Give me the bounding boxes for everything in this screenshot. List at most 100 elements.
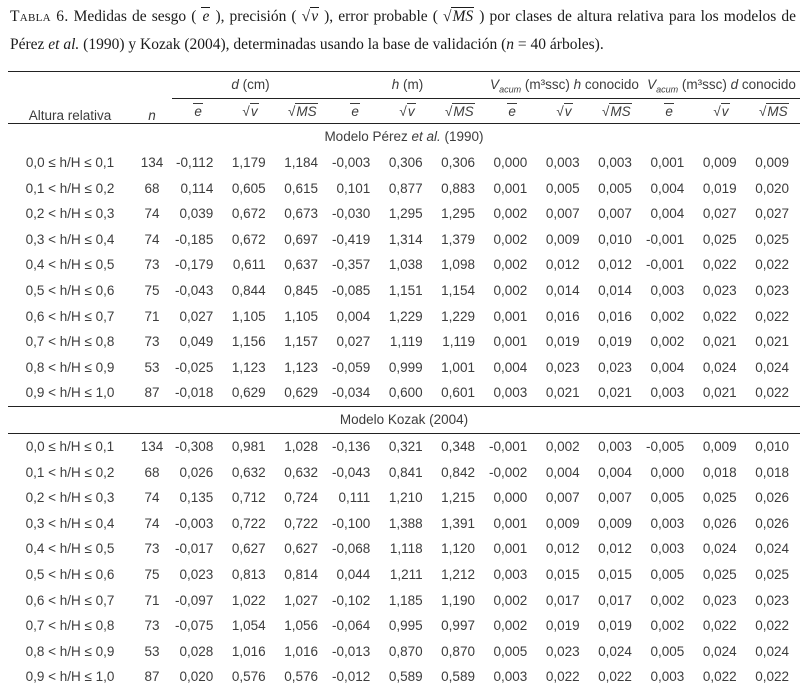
- math-var-e: e: [193, 102, 203, 119]
- value-cell: 0,014: [545, 283, 580, 299]
- value-cell: 1,027: [284, 592, 318, 608]
- value-cell: 0,023: [545, 643, 580, 659]
- value-cell: 75: [144, 566, 160, 582]
- value-cell: 0,003: [650, 385, 685, 401]
- value-cell: -0,025: [175, 359, 214, 375]
- value-cell: 0,003: [598, 439, 632, 455]
- value-cell: 53: [144, 359, 160, 375]
- value-cell: 134: [140, 439, 164, 455]
- value-cell: 0,009: [755, 155, 789, 171]
- value-cell: 0,022: [755, 257, 789, 273]
- math-var-v: v: [563, 102, 573, 119]
- value-cell: 0,005: [650, 643, 685, 659]
- value-cell: 0,004: [336, 308, 371, 324]
- value-cell: 73: [144, 618, 160, 634]
- value-cell: 73: [144, 257, 160, 273]
- value-cell: 0,576: [284, 669, 318, 685]
- value-cell: 0,003: [545, 155, 580, 171]
- table-row: 0,9 < h/H ≤ 1,0 87 0,020 0,576 0,576 -0,012 0,…: [8, 664, 800, 690]
- value-cell: -0,003: [175, 515, 214, 531]
- value-cell: 0,007: [598, 206, 632, 222]
- value-cell: 0,020: [179, 669, 214, 685]
- value-cell: 0,024: [755, 541, 789, 557]
- math-vbar: v: [310, 7, 320, 25]
- value-cell: 1,295: [441, 206, 475, 222]
- column-header-altura-relativa: Altura relativa: [8, 71, 132, 124]
- value-cell: 1,120: [441, 541, 475, 557]
- value-cell: -0,102: [332, 592, 371, 608]
- section-title: Modelo Kozak (2004): [8, 405, 800, 434]
- value-cell: -0,001: [646, 231, 685, 247]
- value-cell: 0,012: [598, 257, 632, 273]
- value-cell: 0,004: [650, 180, 685, 196]
- table-row: 0,2 < h/H ≤ 0,3 74 0,039 0,672 0,673 -0,030 1,…: [8, 201, 800, 227]
- value-cell: 0,637: [284, 257, 318, 273]
- math-ebar: e: [201, 7, 211, 25]
- value-cell: 0,005: [650, 490, 685, 506]
- value-cell: 0,814: [284, 566, 318, 582]
- value-cell: 0,024: [702, 541, 737, 557]
- radical-sign: √: [301, 8, 311, 25]
- value-cell: 0,023: [545, 359, 580, 375]
- radical-sign: √: [601, 103, 610, 119]
- value-cell: 0,009: [702, 155, 737, 171]
- value-cell: 0,023: [702, 592, 737, 608]
- height-class-cell: 0,5 < h/H ≤ 0,6: [25, 283, 115, 299]
- value-cell: 0,019: [702, 180, 737, 196]
- value-cell: 0,026: [179, 464, 214, 480]
- value-cell: 1,229: [388, 308, 423, 324]
- value-cell: 0,014: [598, 283, 632, 299]
- value-cell: 0,697: [284, 231, 318, 247]
- radical-sign: √: [399, 103, 407, 119]
- subcol-header-v-bar: √v: [538, 98, 591, 124]
- value-cell: 0,019: [545, 334, 580, 350]
- math-var-ms: MS: [766, 102, 789, 119]
- value-cell: 87: [144, 669, 160, 685]
- value-cell: 0,039: [179, 206, 214, 222]
- value-cell: 1,210: [388, 490, 423, 506]
- height-class-cell: 0,6 < h/H ≤ 0,7: [25, 592, 115, 608]
- value-cell: 0,673: [284, 206, 318, 222]
- value-cell: 0,842: [441, 464, 475, 480]
- group-header-d-cm: d (cm): [172, 71, 329, 99]
- value-cell: 0,022: [755, 669, 789, 685]
- subcol-header-ms-bar: √MS: [590, 98, 643, 124]
- value-cell: 0,012: [598, 541, 632, 557]
- value-cell: 0,003: [650, 669, 685, 685]
- value-cell: 1,212: [441, 566, 475, 582]
- value-cell: 0,022: [702, 308, 737, 324]
- value-cell: 0,005: [545, 180, 580, 196]
- math-msbar: MS: [451, 7, 475, 25]
- value-cell: 0,632: [284, 464, 318, 480]
- value-cell: 0,044: [336, 566, 371, 582]
- value-cell: 0,021: [598, 385, 632, 401]
- value-cell: 0,002: [493, 283, 528, 299]
- table-row: 0,8 < h/H ≤ 0,9 53 -0,025 1,123 1,123 -0,059 0…: [8, 355, 800, 381]
- value-cell: -0,002: [489, 464, 528, 480]
- value-cell: 0,009: [702, 439, 737, 455]
- value-cell: 0,015: [598, 566, 632, 582]
- value-cell: -0,001: [489, 439, 528, 455]
- value-cell: -0,001: [646, 257, 685, 273]
- value-cell: 0,021: [545, 385, 580, 401]
- value-cell: 0,017: [545, 592, 580, 608]
- value-cell: 0,870: [441, 643, 475, 659]
- value-cell: 0,025: [755, 231, 789, 247]
- value-cell: 0,000: [493, 155, 528, 171]
- value-cell: 0,001: [493, 308, 528, 324]
- value-cell: 0,026: [755, 515, 789, 531]
- value-cell: -0,012: [332, 669, 371, 685]
- value-cell: 0,024: [702, 643, 737, 659]
- value-cell: 0,997: [441, 618, 475, 634]
- height-class-cell: 0,2 < h/H ≤ 0,3: [25, 490, 115, 506]
- value-cell: 53: [144, 643, 160, 659]
- value-cell: 0,025: [702, 231, 737, 247]
- height-class-cell: 0,4 < h/H ≤ 0,5: [25, 257, 115, 273]
- table-row: 0,1 < h/H ≤ 0,2 68 0,114 0,605 0,615 0,101 0,8…: [8, 175, 800, 201]
- value-cell: 0,005: [650, 566, 685, 582]
- table-row: 0,2 < h/H ≤ 0,3 74 0,135 0,712 0,724 0,111 1,2…: [8, 485, 800, 511]
- value-cell: 0,024: [598, 643, 632, 659]
- height-class-cell: 0,9 < h/H ≤ 1,0: [25, 385, 115, 401]
- math-var-v: v: [720, 102, 730, 119]
- value-cell: 0,017: [598, 592, 632, 608]
